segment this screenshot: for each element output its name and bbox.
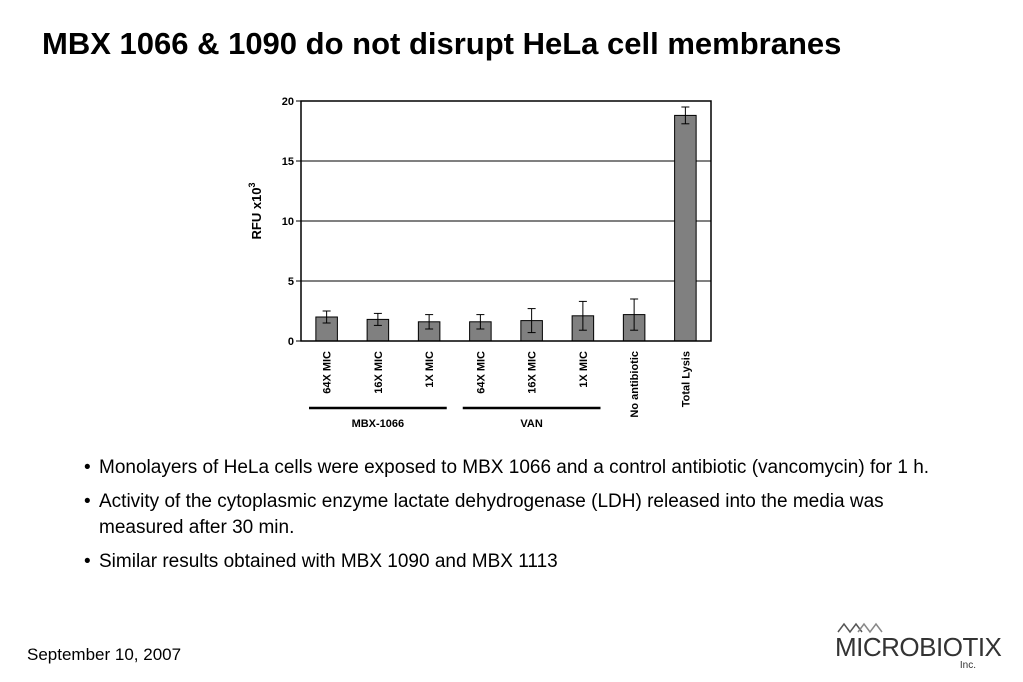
bullet-item: • Monolayers of HeLa cells were exposed …	[84, 455, 964, 481]
x-tick-label: 16X MIC	[373, 351, 385, 394]
bullet-marker: •	[84, 491, 91, 512]
x-tick-label: 1X MIC	[424, 351, 436, 388]
x-tick-label: No antibiotic	[629, 351, 641, 418]
logo-text: MICROBIOTIX	[835, 632, 1002, 662]
logo-mark-icon	[837, 622, 883, 634]
footer-date: September 10, 2007	[27, 645, 182, 664]
logo-suffix: Inc.	[959, 660, 976, 671]
bar	[674, 114, 697, 342]
y-tick-label: 0	[288, 336, 294, 348]
x-tick-label: 16X MIC	[527, 351, 539, 394]
y-tick-label: 15	[282, 156, 294, 168]
group-label: MBX-1066	[352, 418, 405, 430]
bullet-marker: •	[84, 457, 91, 478]
y-tick-label: 10	[282, 216, 294, 228]
x-tick-label: 64X MIC	[475, 351, 487, 394]
bullet-marker: •	[84, 551, 91, 572]
y-tick-label: 5	[288, 276, 294, 288]
plot-frame	[300, 100, 712, 342]
x-tick-label: 64X MIC	[322, 351, 334, 394]
bar-chart: 0 5 10 15 20 RFU x103 64X MIC 16X MIC 1X MIC 64X …	[230, 86, 730, 436]
group-label: VAN	[520, 418, 542, 430]
slide-title: MBX 1066 & 1090 do not disrupt HeLa cell…	[42, 26, 842, 61]
bullet-item: • Activity of the cytoplasmic enzyme lac…	[84, 489, 964, 541]
bullet-text: Similar results obtained with MBX 1090 a…	[99, 551, 558, 572]
bullet-item: • Similar results obtained with MBX 1090…	[84, 549, 964, 575]
company-logo: MICROBIOTIX Inc.	[830, 622, 1002, 674]
y-axis-label: RFU x103	[247, 182, 264, 239]
x-tick-label: Total Lysis	[680, 351, 692, 407]
y-tick-label: 20	[282, 96, 294, 108]
bar-chart-svg: 0 5 10 15 20 RFU x103 64X MIC 16X MIC 1X MIC 64X …	[247, 96, 712, 430]
bullet-text: Monolayers of HeLa cells were exposed to…	[99, 457, 930, 478]
x-tick-label: 1X MIC	[578, 351, 590, 388]
y-axis-label-superscript: 3	[247, 182, 257, 187]
bullet-text: Activity of the cytoplasmic enzyme lacta…	[99, 491, 884, 538]
bullet-list: • Monolayers of HeLa cells were exposed …	[84, 455, 964, 583]
